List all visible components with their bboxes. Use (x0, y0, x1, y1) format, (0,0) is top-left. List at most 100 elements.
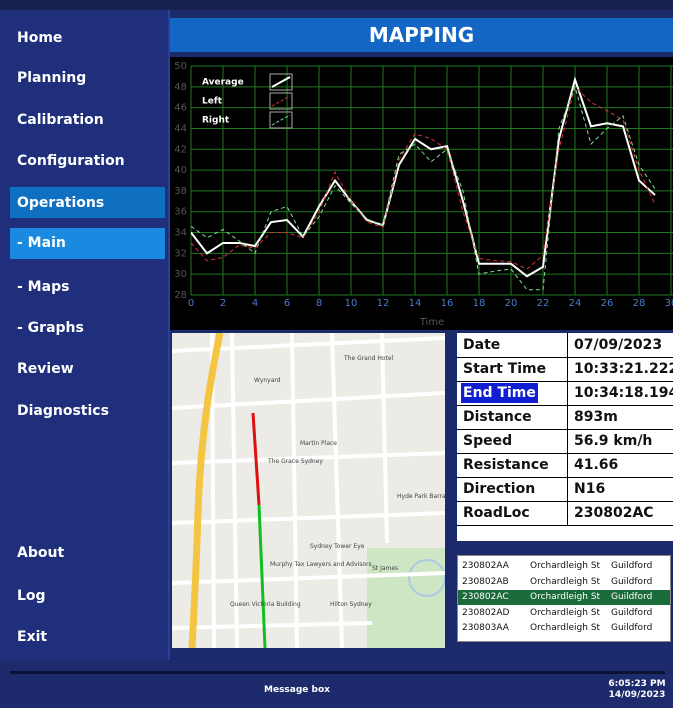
y-tick-label: 48 (174, 82, 187, 93)
y-tick-label: 44 (174, 123, 187, 134)
map-label: Hilton Sydney (330, 601, 372, 608)
list-cell: Guildford (611, 559, 652, 574)
list-cell: Guildford (611, 606, 652, 621)
legend-label: Left (202, 97, 223, 107)
app: {"nav":["Home","Planning","Calibration",… (0, 0, 673, 708)
legend-label: Right (202, 116, 230, 126)
page-title: MAPPING (170, 18, 673, 52)
x-tick-label: 24 (569, 298, 582, 309)
clock-time: 6:05:23 PM (608, 679, 665, 689)
detail-label: End Time (461, 383, 538, 403)
x-tick-label: 10 (345, 298, 358, 309)
detail-row-empty (457, 525, 673, 541)
list-cell: Guildford (611, 621, 652, 636)
top-bar (0, 0, 673, 10)
list-cell: 230802AB (462, 575, 509, 590)
nav-item[interactable]: Review (17, 361, 74, 377)
detail-value: 230802AC (574, 501, 654, 525)
nav-item[interactable]: Planning (17, 70, 86, 86)
nav-item[interactable]: - Main (17, 235, 66, 251)
progress-track (10, 671, 665, 674)
list-cell: Orchardleigh St (530, 621, 600, 636)
nav-item[interactable]: Operations (17, 195, 104, 211)
list-row[interactable]: 230802AA Orchardleigh St Guildford (458, 559, 670, 574)
chart-background (170, 57, 673, 330)
map-label: Wynyard (254, 377, 281, 384)
detail-row: Direction N16 (457, 477, 673, 502)
nav-item[interactable]: Calibration (17, 112, 104, 128)
y-tick-label: 30 (174, 269, 187, 280)
x-tick-label: 22 (537, 298, 550, 309)
detail-label: Speed (463, 429, 512, 453)
detail-label: Direction (463, 477, 535, 501)
x-axis-label: Time (419, 317, 444, 328)
detail-value: 10:33:21.222 (574, 357, 673, 381)
clock-date: 14/09/2023 (609, 690, 666, 700)
map-label: Martin Place (300, 440, 337, 447)
y-tick-label: 28 (174, 290, 187, 301)
x-tick-label: 2 (220, 298, 226, 309)
column-divider (567, 381, 568, 405)
x-tick-label: 0 (188, 298, 194, 309)
detail-value: 07/09/2023 (574, 333, 662, 357)
map-label: Sydney Tower Eye (310, 543, 364, 550)
column-divider (567, 501, 568, 525)
y-tick-label: 34 (174, 228, 187, 239)
map-graphic (172, 333, 445, 648)
x-tick-label: 6 (284, 298, 290, 309)
nav-item[interactable]: About (17, 545, 64, 561)
nav-item[interactable]: Configuration (17, 153, 125, 169)
detail-row: Speed 56.9 km/h (457, 429, 673, 454)
detail-row: RoadLoc 230802AC (457, 501, 673, 526)
detail-value: 41.66 (574, 453, 618, 477)
nav-item[interactable]: - Graphs (17, 320, 84, 336)
y-tick-label: 36 (174, 207, 187, 218)
detail-value: 56.9 km/h (574, 429, 652, 453)
map-label: Queen Victoria Building (230, 601, 301, 608)
list-cell: 230802AC (462, 590, 509, 605)
map-label: The Grand Hotel (344, 355, 393, 362)
map-label: Hyde Park Barracks (397, 493, 445, 500)
list-cell: Guildford (611, 575, 652, 590)
list-cell: Orchardleigh St (530, 606, 600, 621)
nav-item[interactable]: Exit (17, 629, 47, 645)
column-divider (567, 429, 568, 453)
x-tick-label: 20 (505, 298, 518, 309)
nav-item[interactable]: Diagnostics (17, 403, 109, 419)
x-tick-label: 16 (441, 298, 454, 309)
map-label: St James (372, 565, 398, 572)
detail-label: Distance (463, 405, 532, 429)
nav-item[interactable]: Log (17, 588, 46, 604)
column-divider (567, 453, 568, 477)
x-tick-label: 26 (601, 298, 614, 309)
list-cell: 230802AA (462, 559, 509, 574)
x-tick-label: 12 (377, 298, 390, 309)
y-tick-label: 40 (174, 165, 187, 176)
status-bar (0, 660, 673, 708)
detail-label: RoadLoc (463, 501, 530, 525)
list-cell: 230803AA (462, 621, 509, 636)
column-divider (567, 477, 568, 501)
y-tick-label: 32 (174, 248, 187, 259)
list-cell: Orchardleigh St (530, 575, 600, 590)
x-tick-label: 4 (252, 298, 258, 309)
legend-label: Average (202, 78, 244, 88)
list-row[interactable]: 230802AB Orchardleigh St Guildford (458, 575, 670, 590)
detail-value: 893m (574, 405, 618, 429)
detail-value: N16 (574, 477, 605, 501)
list-cell: Orchardleigh St (530, 559, 600, 574)
list-row[interactable]: 230803AA Orchardleigh St Guildford (458, 621, 670, 636)
y-tick-label: 46 (174, 103, 187, 114)
map-label: Murphy Tax Lawyers and Advisors (270, 561, 372, 568)
detail-value: 10:34:18.194 (574, 381, 673, 405)
y-tick-label: 42 (174, 144, 187, 155)
nav-item[interactable]: Home (17, 30, 62, 46)
nav-item[interactable]: - Maps (17, 279, 69, 295)
